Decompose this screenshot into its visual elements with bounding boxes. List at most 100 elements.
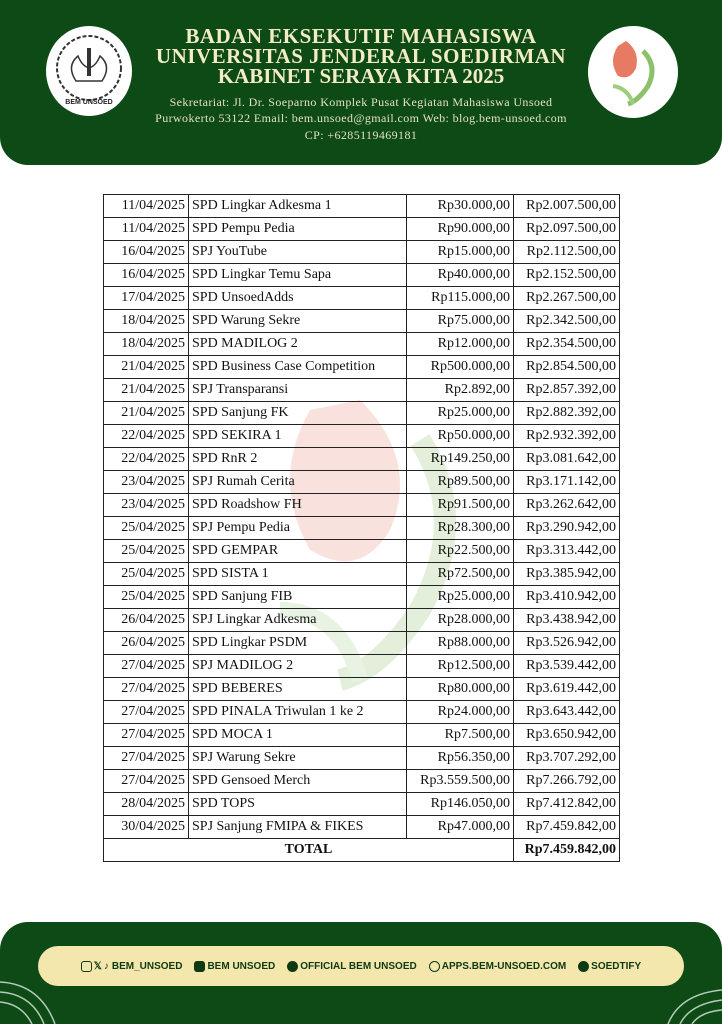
table-row: 11/04/2025 SPD Pempu Pedia Rp90.000,00 Rp2.… bbox=[103, 217, 620, 241]
date-cell: 18/04/2025 bbox=[103, 309, 189, 333]
amount-cell: Rp72.500,00 bbox=[406, 562, 514, 586]
table-row: 17/04/2025 SPD UnsoedAdds Rp115.000,00 Rp2.… bbox=[103, 286, 620, 310]
amount-cell: Rp28.000,00 bbox=[406, 608, 514, 632]
emblem-icon bbox=[56, 35, 122, 101]
description-cell: SPD Warung Sekre bbox=[188, 309, 407, 333]
date-cell: 25/04/2025 bbox=[103, 585, 189, 609]
amount-cell: Rp30.000,00 bbox=[406, 194, 514, 218]
balance-cell: Rp3.313.442,00 bbox=[513, 539, 620, 563]
spotify-link[interactable]: SOEDTIFY bbox=[578, 960, 641, 972]
balance-cell: Rp2.152.500,00 bbox=[513, 263, 620, 287]
table-row: 18/04/2025 SPD Warung Sekre Rp75.000,00 Rp2… bbox=[103, 309, 620, 333]
tulip-icon bbox=[612, 41, 655, 107]
date-cell: 25/04/2025 bbox=[103, 539, 189, 563]
date-cell: 11/04/2025 bbox=[103, 217, 189, 241]
date-cell: 17/04/2025 bbox=[103, 286, 189, 310]
phone-line: CP: +6285119469181 bbox=[304, 128, 418, 142]
table-row: 16/04/2025 SPJ YouTube Rp15.000,00 Rp2.112.… bbox=[103, 240, 620, 264]
table-row: 25/04/2025 SPJ Pempu Pedia Rp28.300,00 Rp3.… bbox=[103, 516, 620, 540]
balance-cell: Rp2.854.500,00 bbox=[513, 355, 620, 379]
podcast-icon bbox=[287, 960, 299, 972]
description-cell: SPD Gensoed Merch bbox=[188, 769, 407, 793]
date-cell: 25/04/2025 bbox=[103, 562, 189, 586]
date-cell: 21/04/2025 bbox=[103, 378, 189, 402]
balance-cell: Rp2.097.500,00 bbox=[513, 217, 620, 241]
description-cell: SPD MADILOG 2 bbox=[188, 332, 407, 356]
date-cell: 27/04/2025 bbox=[103, 654, 189, 678]
date-cell: 16/04/2025 bbox=[103, 240, 189, 264]
amount-cell: Rp25.000,00 bbox=[406, 585, 514, 609]
amount-cell: Rp22.500,00 bbox=[406, 539, 514, 563]
balance-cell: Rp7.266.792,00 bbox=[513, 769, 620, 793]
description-cell: SPJ Sanjung FMIPA & FIKES bbox=[188, 815, 407, 839]
table-row: 25/04/2025 SPD Sanjung FIB Rp25.000,00 Rp3.… bbox=[103, 585, 620, 609]
website-link[interactable]: APPS.BEM-UNSOED.COM bbox=[428, 960, 567, 972]
amount-cell: Rp40.000,00 bbox=[406, 263, 514, 287]
balance-cell: Rp3.619.442,00 bbox=[513, 677, 620, 701]
youtube-link[interactable]: BEM UNSOED bbox=[194, 960, 276, 972]
balance-cell: Rp2.857.392,00 bbox=[513, 378, 620, 402]
description-cell: SPD Pempu Pedia bbox=[188, 217, 407, 241]
date-cell: 21/04/2025 bbox=[103, 401, 189, 425]
amount-cell: Rp500.000,00 bbox=[406, 355, 514, 379]
balance-cell: Rp3.410.942,00 bbox=[513, 585, 620, 609]
amount-cell: Rp3.559.500,00 bbox=[406, 769, 514, 793]
date-cell: 28/04/2025 bbox=[103, 792, 189, 816]
social-link-bem-unsoed[interactable]: 𝕏 ♪ BEM_UNSOED bbox=[80, 960, 182, 972]
date-cell: 21/04/2025 bbox=[103, 355, 189, 379]
table-row: 21/04/2025 SPJ Transparansi Rp2.892,00 Rp2.… bbox=[103, 378, 620, 402]
date-cell: 25/04/2025 bbox=[103, 516, 189, 540]
amount-cell: Rp149.250,00 bbox=[406, 447, 514, 471]
date-cell: 16/04/2025 bbox=[103, 263, 189, 287]
balance-cell: Rp3.262.642,00 bbox=[513, 493, 620, 517]
date-cell: 27/04/2025 bbox=[103, 769, 189, 793]
cabinet-logo bbox=[588, 26, 678, 118]
amount-cell: Rp12.500,00 bbox=[406, 654, 514, 678]
description-cell: SPD Lingkar PSDM bbox=[188, 631, 407, 655]
expense-ledger-table: 11/04/2025 SPD Lingkar Adkesma 1 Rp30.000,… bbox=[103, 194, 620, 862]
logo-text: BEM UNSOED bbox=[65, 99, 113, 106]
amount-cell: Rp12.000,00 bbox=[406, 332, 514, 356]
table-row: 23/04/2025 SPD Roadshow FH Rp91.500,00 Rp3.… bbox=[103, 493, 620, 517]
balance-cell: Rp2.932.392,00 bbox=[513, 424, 620, 448]
amount-cell: Rp75.000,00 bbox=[406, 309, 514, 333]
table-row: 26/04/2025 SPD Lingkar PSDM Rp88.000,00 Rp3… bbox=[103, 631, 620, 655]
tiktok-icon: ♪ bbox=[103, 960, 109, 972]
footer: 𝕏 ♪ BEM_UNSOED BEM UNSOED OFFICIAL BEM U… bbox=[0, 922, 722, 1024]
instagram-icon bbox=[80, 960, 92, 972]
table-row: 27/04/2025 SPJ MADILOG 2 Rp12.500,00 Rp3.53… bbox=[103, 654, 620, 678]
date-cell: 27/04/2025 bbox=[103, 700, 189, 724]
table-row: 25/04/2025 SPD GEMPAR Rp22.500,00 Rp3.313.4… bbox=[103, 539, 620, 563]
table-row: 27/04/2025 SPD PINALA Triwulan 1 ke 2 Rp24… bbox=[103, 700, 620, 724]
website-label: APPS.BEM-UNSOED.COM bbox=[441, 960, 567, 972]
balance-cell: Rp3.643.442,00 bbox=[513, 700, 620, 724]
table-row: 21/04/2025 SPD Business Case Competition R… bbox=[103, 355, 620, 379]
cabinet-title: KABINET SERAYA KITA 2025 bbox=[217, 64, 505, 88]
description-cell: SPD Business Case Competition bbox=[188, 355, 407, 379]
amount-cell: Rp50.000,00 bbox=[406, 424, 514, 448]
podcast-link[interactable]: OFFICIAL BEM UNSOED bbox=[287, 960, 417, 972]
description-cell: SPD TOPS bbox=[188, 792, 407, 816]
table-row: 11/04/2025 SPD Lingkar Adkesma 1 Rp30.000,… bbox=[103, 194, 620, 218]
description-cell: SPD RnR 2 bbox=[188, 447, 407, 471]
table-row: 27/04/2025 SPJ Warung Sekre Rp56.350,00 Rp3… bbox=[103, 746, 620, 770]
table-row: 22/04/2025 SPD SEKIRA 1 Rp50.000,00 Rp2.932… bbox=[103, 424, 620, 448]
balance-cell: Rp3.290.942,00 bbox=[513, 516, 620, 540]
table-row: 16/04/2025 SPD Lingkar Temu Sapa Rp40.000,… bbox=[103, 263, 620, 287]
description-cell: SPD Lingkar Adkesma 1 bbox=[188, 194, 407, 218]
total-row: TOTAL Rp7.459.842,00 bbox=[103, 838, 620, 862]
table-row: 28/04/2025 SPD TOPS Rp146.050,00 Rp7.412.84… bbox=[103, 792, 620, 816]
description-cell: SPJ Transparansi bbox=[188, 378, 407, 402]
description-cell: SPD BEBERES bbox=[188, 677, 407, 701]
description-cell: SPD Sanjung FK bbox=[188, 401, 407, 425]
table-row: 27/04/2025 SPD BEBERES Rp80.000,00 Rp3.619.… bbox=[103, 677, 620, 701]
description-cell: SPJ Warung Sekre bbox=[188, 746, 407, 770]
description-cell: SPD SISTA 1 bbox=[188, 562, 407, 586]
amount-cell: Rp90.000,00 bbox=[406, 217, 514, 241]
balance-cell: Rp3.650.942,00 bbox=[513, 723, 620, 747]
balance-cell: Rp2.112.500,00 bbox=[513, 240, 620, 264]
description-cell: SPD Sanjung FIB bbox=[188, 585, 407, 609]
date-cell: 27/04/2025 bbox=[103, 677, 189, 701]
podcast-label: OFFICIAL BEM UNSOED bbox=[300, 960, 417, 972]
youtube-label: BEM UNSOED bbox=[207, 960, 276, 972]
